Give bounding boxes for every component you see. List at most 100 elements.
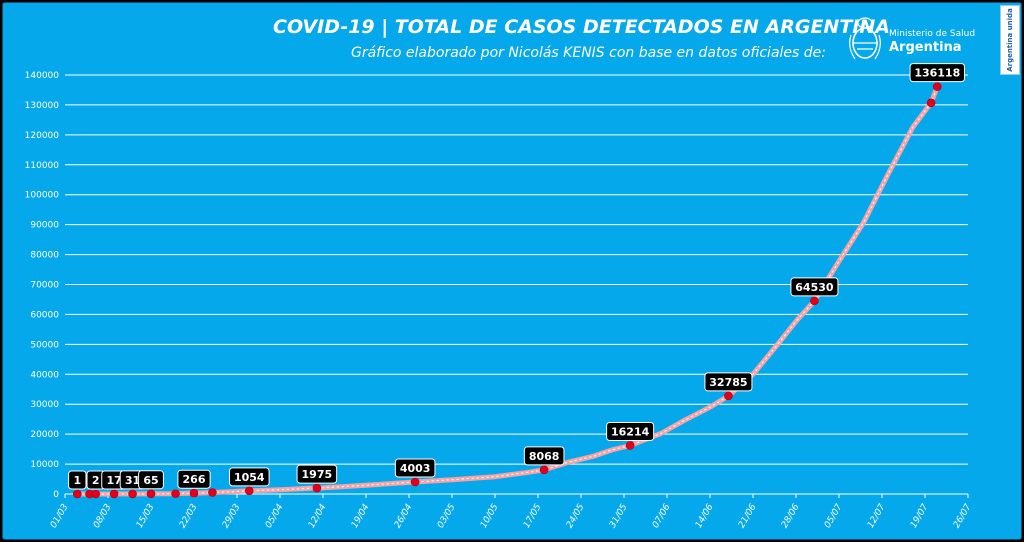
argentina-unida-badge: Argentina unida <box>1000 5 1020 75</box>
data-point <box>926 98 936 108</box>
series-line-highlight <box>76 86 938 495</box>
data-point <box>109 489 119 499</box>
y-tick-label: 40000 <box>30 370 59 380</box>
x-tick-label: 10/05 <box>479 502 501 530</box>
data-label-text: 65 <box>143 474 158 487</box>
data-label: 136118 <box>909 63 965 83</box>
y-tick-label: 30000 <box>30 400 59 410</box>
data-label: 1 <box>68 470 87 490</box>
data-label-box <box>228 467 270 487</box>
data-label-box <box>909 63 965 83</box>
x-tick-label: 19/07 <box>909 502 931 530</box>
data-label-box <box>606 421 655 441</box>
data-label-text: 1 <box>73 474 81 487</box>
data-label-box <box>177 469 211 489</box>
x-tick-label: 14/06 <box>694 502 716 530</box>
data-label: 8068 <box>523 446 565 466</box>
data-point <box>410 477 420 487</box>
x-tick-label: 01/03 <box>49 502 71 530</box>
x-tick-label: 12/07 <box>866 502 888 530</box>
data-label-text: 32785 <box>709 376 747 389</box>
markers <box>72 82 942 499</box>
y-tick-label: 130000 <box>25 101 60 111</box>
y-tick-label: 80000 <box>30 251 59 261</box>
ministerio-salud-logo: Ministerio de Salud Argentina <box>845 13 1005 67</box>
data-point <box>189 488 199 498</box>
data-label: 4003 <box>394 458 436 478</box>
ministry-country: Argentina <box>889 40 962 55</box>
y-tick-label: 0 <box>53 490 59 500</box>
data-point <box>312 483 322 493</box>
data-label-box <box>523 446 565 466</box>
x-tick-label: 17/05 <box>522 502 544 530</box>
data-point <box>171 489 180 498</box>
x-tick-label: 24/05 <box>565 502 587 530</box>
data-label: 1975 <box>296 464 338 484</box>
data-label-box <box>296 464 338 484</box>
series-layer <box>74 84 940 497</box>
ministry-name: Ministerio de Salud <box>889 29 976 39</box>
data-point <box>724 391 733 401</box>
data-point <box>208 488 217 497</box>
y-tick-label: 70000 <box>30 281 59 291</box>
y-tick-label: 110000 <box>25 161 60 171</box>
data-label-text: 4003 <box>400 462 431 475</box>
data-label-text: 16214 <box>611 425 650 438</box>
data-label-text: 1054 <box>234 471 265 484</box>
x-tick-label: 21/06 <box>737 502 759 530</box>
data-point <box>244 486 254 496</box>
x-tick-label: 08/03 <box>92 502 114 530</box>
data-label-text: 64530 <box>795 281 834 294</box>
data-label-text: 1975 <box>302 468 333 481</box>
data-label: 65 <box>138 470 164 490</box>
data-point <box>539 465 549 475</box>
y-tick-label: 10000 <box>30 460 59 470</box>
line-chart: 0 10000 20000 30000 40000 50000 60000 70000 8000… <box>25 63 974 530</box>
data-label-text: 31 <box>125 474 140 487</box>
data-labels: 1 2 17 31 65 266 1054 1975 4003 8068 16214 32785 645… <box>68 63 965 490</box>
x-tick-label: 19/04 <box>350 502 372 530</box>
data-label: 32785 <box>704 372 753 392</box>
x-tick-label: 07/06 <box>651 502 673 530</box>
gridlines <box>65 74 968 495</box>
data-label: 266 <box>177 469 211 489</box>
data-label-box <box>394 458 436 478</box>
y-tick-label: 60000 <box>30 310 59 320</box>
data-label: 64530 <box>790 277 839 297</box>
data-point <box>72 489 82 499</box>
coat-of-arms-icon <box>849 17 881 60</box>
chart-title: COVID-19 | TOTAL DE CASOS DETECTADOS EN … <box>273 16 890 38</box>
data-point <box>146 489 156 499</box>
y-tick-label: 120000 <box>25 131 60 141</box>
data-label-text: 136118 <box>914 67 960 80</box>
data-label-box <box>790 277 839 297</box>
x-tick-label: 26/04 <box>393 502 415 530</box>
data-label-box <box>704 372 753 392</box>
x-tick-label: 29/03 <box>221 502 243 530</box>
x-tick-label: 22/03 <box>178 502 200 530</box>
x-tick-label: 12/04 <box>307 502 329 530</box>
x-tick-label: 28/06 <box>780 502 802 530</box>
data-point <box>932 82 942 91</box>
y-tick-label: 50000 <box>30 340 59 350</box>
data-label-text: 266 <box>183 473 206 486</box>
y-tick-label: 140000 <box>25 71 60 81</box>
data-point <box>625 441 635 450</box>
x-tick-label: 05/04 <box>264 502 286 530</box>
y-tick-label: 100000 <box>25 191 60 201</box>
axes: 0 10000 20000 30000 40000 50000 60000 70000 8000… <box>25 71 974 530</box>
x-tick-label: 03/05 <box>436 502 458 530</box>
badge-text: Argentina unida <box>1006 8 1014 72</box>
data-label-box <box>68 470 87 490</box>
data-label: 16214 <box>606 421 655 441</box>
data-label-box <box>138 470 164 490</box>
data-point <box>128 489 137 499</box>
x-tick-label: 05/07 <box>823 502 845 530</box>
chart-subtitle: Gráfico elaborado por Nicolás KENIS con … <box>350 45 826 61</box>
data-label-text: 17 <box>106 474 121 487</box>
data-label: 1054 <box>228 467 270 487</box>
y-tick-label: 20000 <box>30 430 59 440</box>
data-label-text: 2 <box>92 474 100 487</box>
y-tick-label: 90000 <box>30 221 59 231</box>
